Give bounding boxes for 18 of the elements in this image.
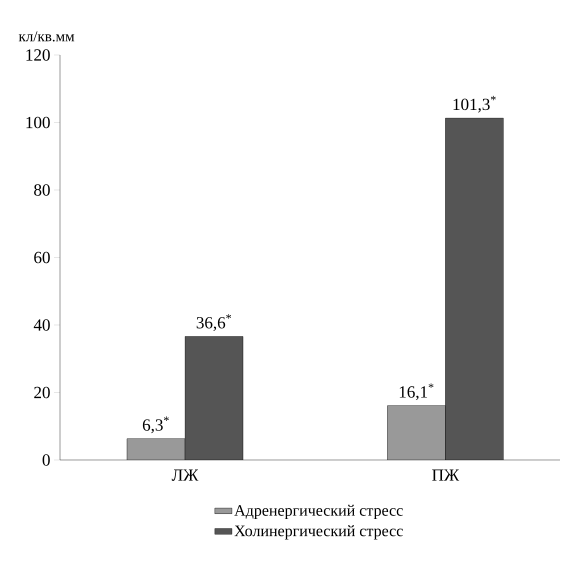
legend-label: Адренергический стресс [234,504,403,520]
legend-label: Холинергический стресс [234,525,403,540]
y-tick-label: 120 [26,49,50,61]
data-label: 101,3$^{*}$ [454,96,496,113]
x-tick-label: ЛЖ [172,470,198,481]
data-label: 16,1$^{*}$ [400,383,434,400]
y-tick-label: 0 [42,454,50,466]
data-label: 36,6$^{*}$ [196,314,232,331]
y-tick-label: 80 [34,184,50,196]
y-axis-title: кл/кв.мм [18,31,74,42]
y-tick-label: 100 [26,116,50,128]
y-tick-label: 60 [34,252,50,264]
bar [387,405,446,460]
y-tick-label: 20 [34,386,50,398]
y-tick-label: 40 [34,319,50,331]
data-label: 6,3$^{*}$ [142,416,169,434]
bar [127,438,185,460]
x-tick-label: ПЖ [432,470,460,481]
